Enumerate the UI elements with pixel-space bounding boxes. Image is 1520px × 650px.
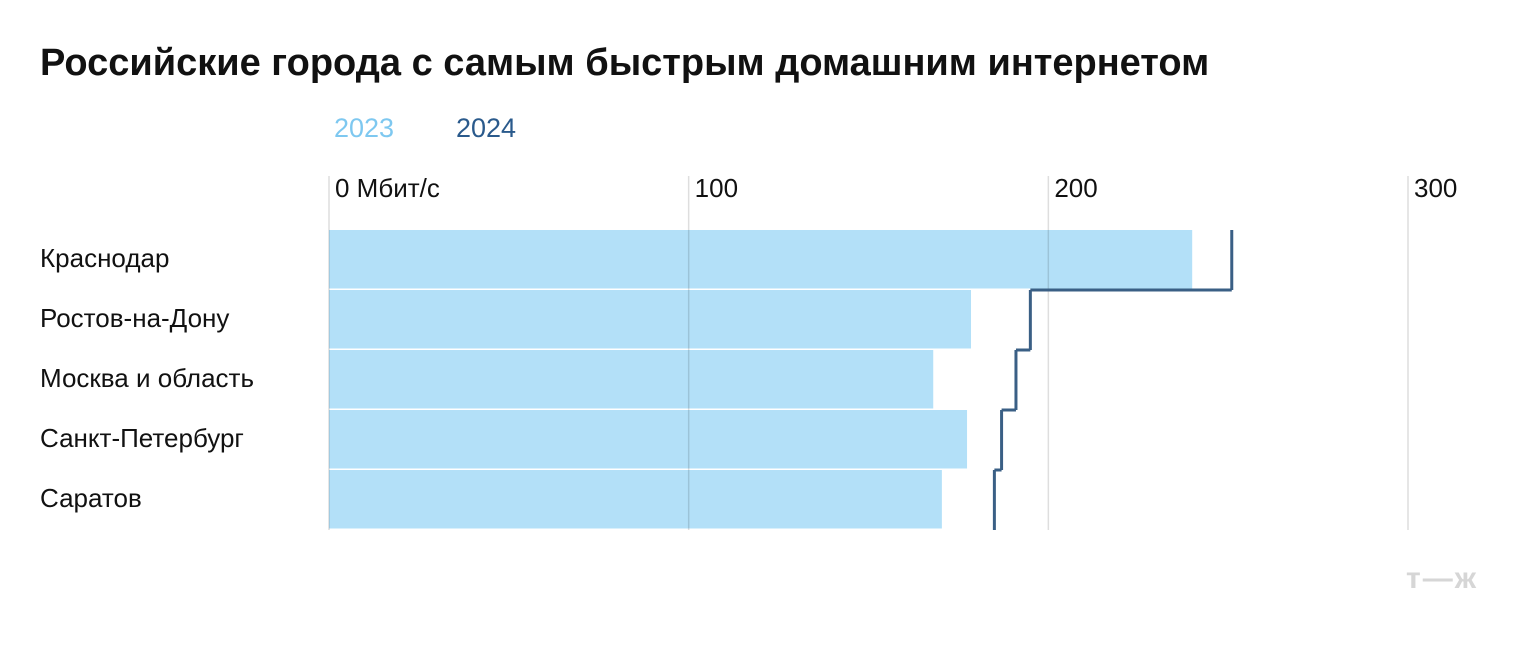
bar	[329, 410, 968, 469]
category-label: Москва и область	[40, 363, 254, 393]
category-label: Краснодар	[40, 243, 169, 273]
legend-label: 2024	[456, 113, 516, 143]
x-tick-label: 200	[1054, 173, 1097, 203]
x-tick-label: 300	[1414, 173, 1457, 203]
bar	[329, 470, 942, 529]
bar	[329, 350, 934, 409]
category-label: Саратов	[40, 483, 142, 513]
category-label: Санкт-Петербург	[40, 423, 244, 453]
category-label: Ростов-на-Дону	[40, 303, 229, 333]
x-tick-label: 100	[695, 173, 738, 203]
logo: т—ж	[1406, 562, 1478, 595]
legend-label: 2023	[334, 113, 394, 143]
chart-title: Российские города с самым быстрым домашн…	[40, 42, 1209, 84]
bar	[329, 230, 1193, 289]
bar	[329, 290, 972, 349]
x-tick-label: 0 Мбит/с	[335, 173, 440, 203]
